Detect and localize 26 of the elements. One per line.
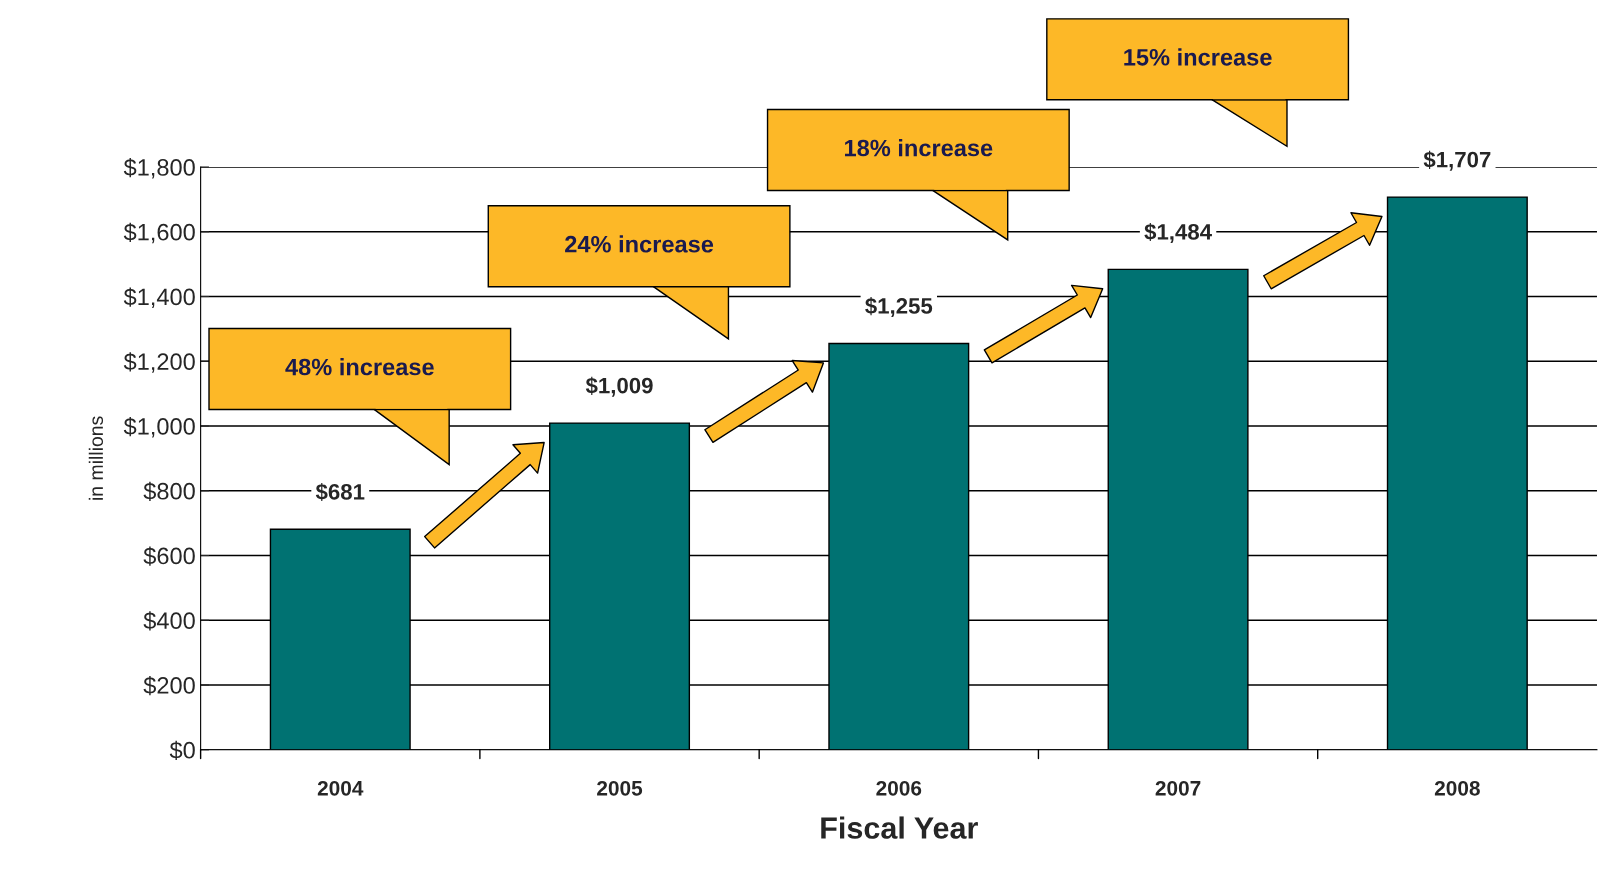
y-tick-label: $600 <box>143 546 195 566</box>
y-tick-label: $1,800 <box>123 158 195 179</box>
y-tick-label: $1,200 <box>123 352 195 373</box>
y-tick-label: $0 <box>169 740 195 760</box>
data-label: $681 <box>315 482 365 502</box>
y-tick-label: $200 <box>143 676 195 696</box>
y-tick-label: $1,600 <box>123 222 195 244</box>
y-tick-label: $1,000 <box>123 417 195 438</box>
data-label: $1,009 <box>585 376 653 397</box>
x-axis-title: Fiscal Year <box>821 816 978 839</box>
text: 15% increase <box>1124 48 1272 66</box>
x-tick-label: 2006 <box>876 780 922 796</box>
y-tick-label: $1,400 <box>123 287 195 309</box>
annotation: 24% increase <box>565 235 714 253</box>
text: 18% increase <box>845 139 993 157</box>
x-tick-label: 2005 <box>597 780 643 796</box>
data-label: $1,707 <box>1423 150 1491 171</box>
y-axis-title: in millions <box>88 416 104 500</box>
x-tick-label: 2004 <box>317 780 364 796</box>
x-tick-label: 2007 <box>1155 780 1201 796</box>
y-tick-label: $800 <box>143 481 195 501</box>
data-label: $1,255 <box>865 297 933 318</box>
data-label: $1,484 <box>1144 222 1212 243</box>
y-tick-label: $400 <box>143 611 195 631</box>
annotation: 48% increase <box>285 358 434 376</box>
x-tick-label: 2008 <box>1434 780 1480 796</box>
